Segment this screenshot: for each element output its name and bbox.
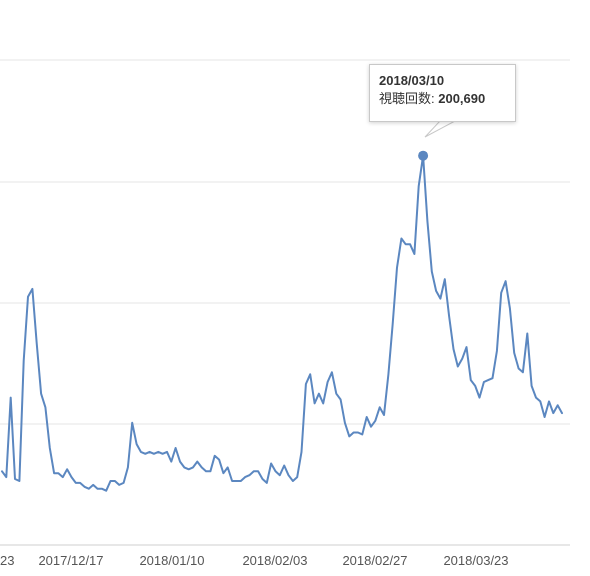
tooltip-box: 2018/03/10 視聴回数: 200,690 <box>369 64 516 122</box>
x-tick-label: 2018/03/23 <box>443 553 508 568</box>
series-group <box>1 150 563 492</box>
x-tick-label: 2018/01/10 <box>139 553 204 568</box>
tooltip-date: 2018/03/10 <box>379 73 445 88</box>
data-tooltip: 2018/03/10 視聴回数: 200,690 <box>369 64 516 122</box>
tooltip-value: 200,690 <box>438 91 486 106</box>
x-tick-label: 2018/02/27 <box>342 553 407 568</box>
tooltip-metric-row: 視聴回数: 200,690 <box>379 89 506 109</box>
gridlines <box>0 59 570 546</box>
x-axis-ticks: 23 2017/12/17 2018/01/10 2018/02/03 2018… <box>0 553 509 568</box>
tooltip-metric-label: 視聴回数: <box>379 91 439 106</box>
x-tick-label: 2018/02/03 <box>242 553 307 568</box>
tooltip-pointer <box>424 120 456 138</box>
series-line-views <box>1 154 563 492</box>
x-tick-label: 2017/12/17 <box>38 553 103 568</box>
tooltip-pointer-arrow <box>424 120 456 138</box>
highlighted-data-point[interactable] <box>418 150 429 161</box>
x-tick-label: 23 <box>0 553 14 568</box>
